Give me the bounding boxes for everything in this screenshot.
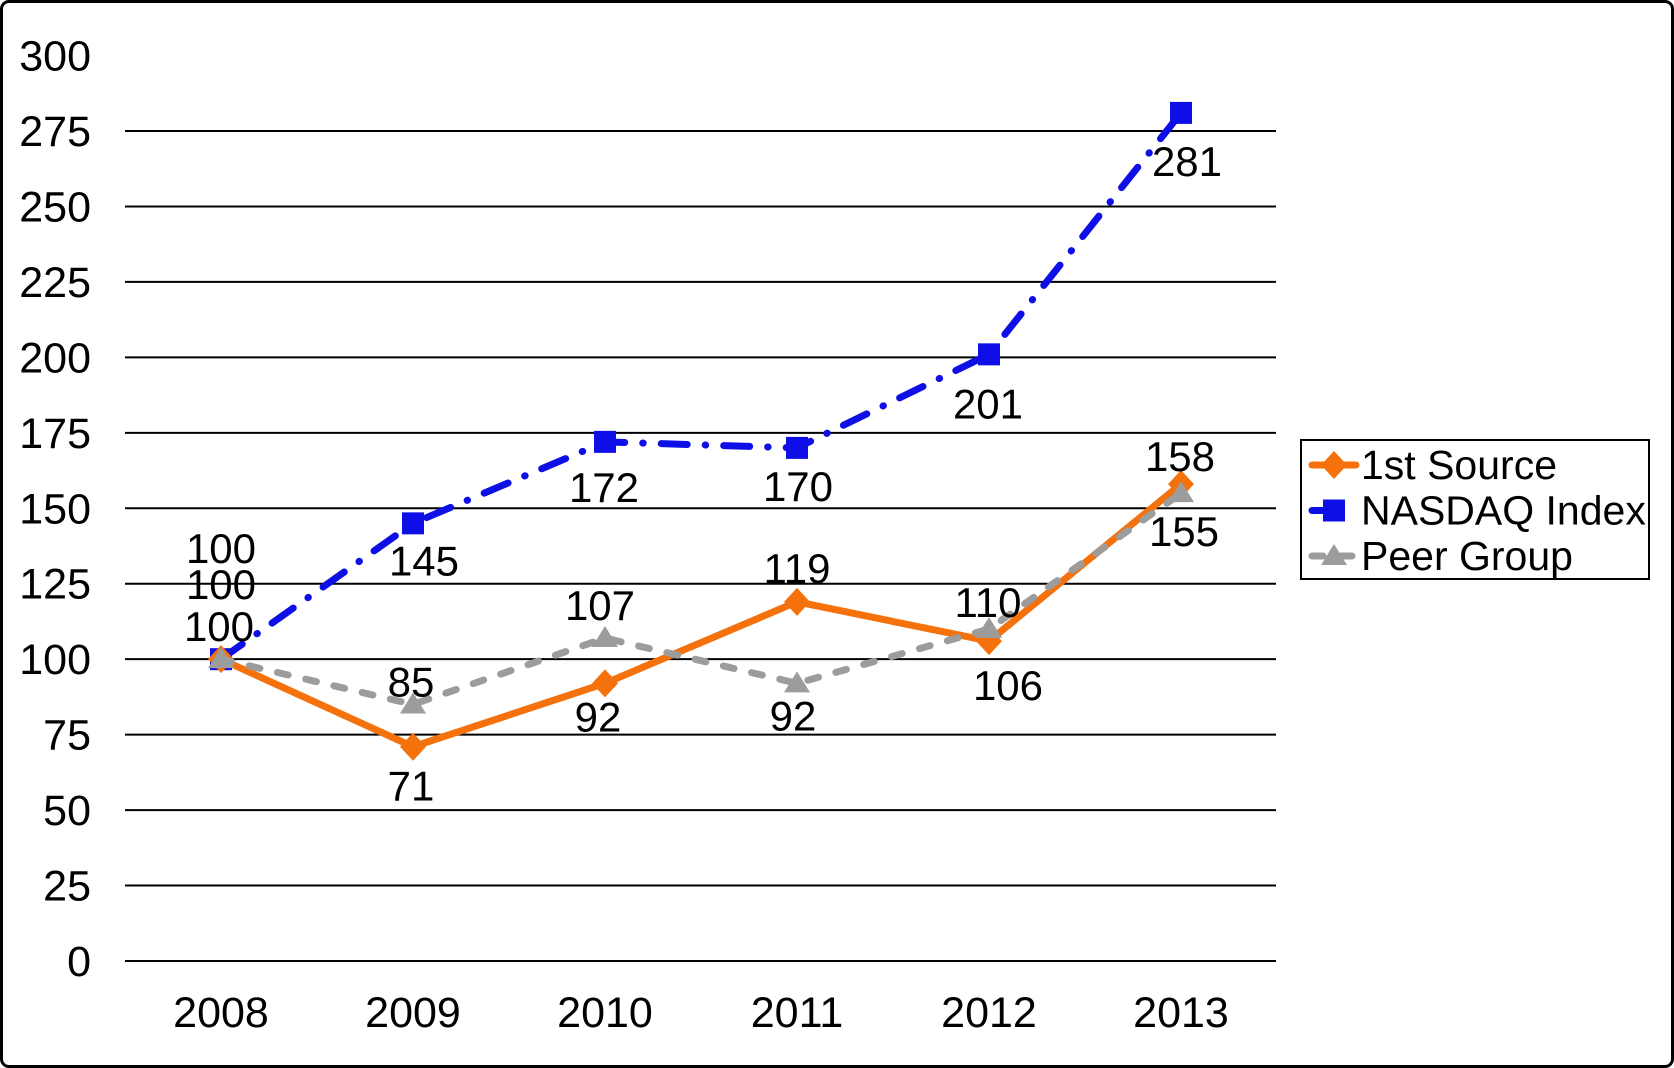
data-label-1st-source-2012: 106 [973,662,1043,709]
x-axis-tick-label: 2013 [1133,989,1229,1037]
data-label-nasdaq-index-2010: 172 [569,464,639,511]
triangle-marker-peer-group [784,671,810,693]
x-axis-tick-label: 2009 [365,989,461,1037]
square-marker-nasdaq-index [402,512,424,535]
series-line-nasdaq-index [217,109,1185,663]
y-axis-tick-label: 125 [19,561,91,609]
data-label-1st-source-2010: 92 [575,693,622,740]
data-label-peer-group-2009: 85 [388,658,435,705]
diamond-marker-1st-source [784,587,810,616]
data-label-peer-group-2013: 155 [1149,508,1219,555]
triangle-marker-peer-group [208,647,234,669]
y-axis-tick-label: 200 [19,334,91,382]
legend-box [1300,439,1650,580]
data-label-nasdaq-index-2008: 100 [186,561,256,608]
data-label-peer-group-2008: 100 [184,603,254,650]
data-label-peer-group-2010: 107 [565,582,635,629]
series-line-1st-source [217,480,1185,751]
data-label-1st-source-2011: 119 [764,545,831,592]
data-label-nasdaq-index-2011: 170 [763,463,833,510]
square-marker-nasdaq-index [1170,101,1192,124]
chart-canvas: 0 25 50 75 100 125 150 175 200 225 250 275 300 2008 20… [19,33,1650,1037]
legend-triangle-icon [1321,544,1347,565]
data-label-peer-group-2012: 110 [955,579,1022,626]
triangle-marker-peer-group [592,626,618,648]
legend-label-peer-group: Peer Group [1361,533,1573,579]
square-marker-nasdaq-index [978,343,1000,366]
y-axis-tick-label: 150 [19,485,91,533]
y-axis-tick-label: 75 [43,712,91,760]
y-axis-tick-label: 225 [19,259,91,307]
x-axis-tick-label: 2008 [173,989,269,1037]
y-axis-tick-label: 250 [19,183,91,231]
y-axis-tick-label: 50 [43,787,91,835]
triangle-marker-peer-group [400,692,426,714]
data-label-nasdaq-index-2013: 281 [1152,138,1222,185]
data-label-1st-source-2013: 158 [1145,433,1215,480]
data-label-1st-source-2009: 71 [388,763,435,810]
square-marker-nasdaq-index [594,430,616,453]
legend-square-icon [1323,499,1345,522]
x-axis-tick-label: 2011 [751,989,843,1037]
data-label-1st-source-2008: 100 [186,525,256,572]
triangle-marker-peer-group [1168,481,1194,503]
data-label-nasdaq-index-2009: 145 [389,537,459,584]
y-axis-tick-label: 175 [19,410,91,458]
y-axis-tick-label: 25 [43,863,91,911]
triangle-marker-peer-group [976,616,1002,638]
y-axis-tick-label: 100 [19,636,91,684]
square-marker-nasdaq-index [786,436,808,459]
diamond-marker-1st-source [400,732,426,761]
series-line-peer-group [217,489,1185,709]
x-axis-tick-label: 2010 [557,989,653,1037]
legend-diamond-icon [1321,451,1347,479]
data-label-peer-group-2011: 92 [770,692,817,739]
diamond-marker-1st-source [592,669,618,698]
y-axis-tick-label: 0 [67,938,91,986]
data-label-nasdaq-index-2012: 201 [953,380,1023,427]
legend-label-1st-source: 1st Source [1361,442,1557,488]
y-axis-tick-label: 300 [19,33,91,81]
legend-label-nasdaq-index: NASDAQ Index [1361,488,1646,534]
y-axis-tick-label: 275 [19,108,91,156]
x-axis-tick-label: 2012 [941,989,1037,1037]
